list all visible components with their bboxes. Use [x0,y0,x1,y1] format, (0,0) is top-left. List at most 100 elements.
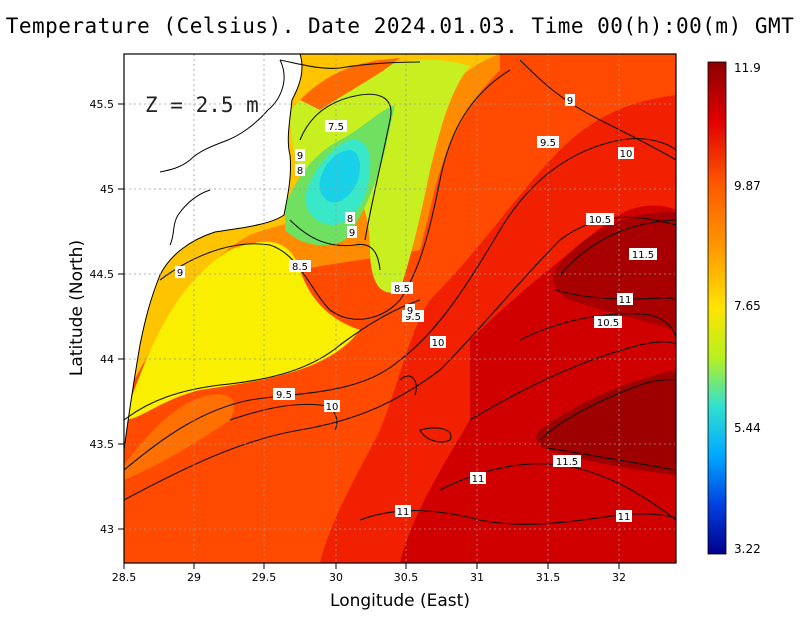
contour-line [299,93,392,241]
contour-label-bg [553,455,581,467]
contour-label-bg [273,388,295,400]
contour-label: 9 [175,266,185,279]
contour-label: 10.5 [594,316,622,329]
contour-label: 11.5 [629,248,657,261]
contour-line [124,299,421,421]
contour-labels: 7.588998.58.59.599.59.510101010.511.5111… [175,94,657,523]
hot-core-north [553,211,676,330]
y-tick-label: 44 [100,353,114,366]
contour-label-text: 11.5 [632,250,654,261]
contour-label: 9.5 [273,388,295,401]
contour-label-text: 7.5 [328,122,344,133]
map-grid [124,54,676,563]
land-border-line [169,189,211,246]
contour-label-text: 11 [397,507,410,518]
contour-line [229,403,338,431]
contour-label-text: 9 [567,96,573,107]
contour-label-bg [618,147,634,159]
contour-label: 10.5 [586,213,614,226]
contour-label-text: 9 [177,268,183,279]
contour-label-bg [295,164,305,176]
contour-label-text: 10 [432,338,445,349]
x-axis-label: Longitude (East) [330,591,470,611]
coastal-warm-strip [124,394,234,480]
x-tick-label: 31.5 [536,571,561,584]
y-axis-label: Latitude (North) [67,240,87,376]
contour-label-bg [430,336,446,348]
land-lake-outline [159,59,285,173]
contour-label-text: 11 [619,295,632,306]
colorbar: 11.9 9.87 7.65 5.44 3.22 [707,61,761,556]
land-area [124,54,303,451]
contour-label-text: 10 [326,402,339,413]
contour-label-bg [289,260,311,272]
x-tick-label: 29.5 [252,571,277,584]
contour-label-bg [586,213,614,225]
x-tick-label: 30.5 [394,571,419,584]
y-tick-label: 45 [100,183,114,196]
contour-label: 10 [618,147,634,160]
contour-label: 8 [345,212,355,225]
contour-line [469,341,676,421]
contour-line [519,313,676,341]
colorbar-label: 5.44 [734,421,761,435]
contour-label-bg [565,94,575,106]
contour-label-bg [391,282,413,294]
contour-label-bg [629,248,657,260]
x-tick-label: 32 [612,571,626,584]
contour-label-text: 10.5 [589,215,611,226]
contour-label-text: 9.5 [405,312,421,323]
colorbar-label: 7.65 [734,299,761,313]
coastal-strip-north [300,58,400,110]
x-tick-label: 29 [187,571,201,584]
contour-label-text: 10 [620,149,633,160]
y-tick-label: 43.5 [90,438,115,451]
contour-line [519,59,676,161]
contour-label-bg [617,293,633,305]
yellow-region [124,241,360,420]
contour-label-bg [470,472,486,484]
contour-line [559,219,676,276]
contour-line [289,219,381,271]
contour-line [539,379,676,441]
contour-label-bg [325,120,347,132]
contour-line [279,59,421,69]
plot-frame [123,53,677,564]
y-tick-label: 44.5 [90,268,115,281]
contour-label: 9 [405,304,415,317]
contour-label-text: 8 [347,214,353,225]
contour-label-bg [324,400,340,412]
contour-label: 11.5 [553,455,581,468]
y-axis: 45.5 45 44.5 44 43.5 43 [90,98,124,536]
contour-label-bg [616,510,632,522]
contour-label-bg [347,226,357,238]
contour-label: 11 [395,505,411,518]
x-tick-label: 30 [329,571,343,584]
x-tick-label: 31 [470,571,484,584]
map-title: Temperature (Celsius). Date 2024.01.03. … [5,14,795,38]
contour-label-text: 9 [297,151,303,162]
contour-label-bg [395,505,411,517]
contour-label-text: 8.5 [292,262,308,273]
contour-label: 9 [295,149,305,162]
contour-label-bg [295,149,305,161]
contour-label-text: 9 [407,306,413,317]
contour-label-text: 11.5 [556,457,578,468]
contour-label-bg [594,316,622,328]
contour-label-text: 9 [349,228,355,239]
contour-label-bg [405,304,415,316]
x-axis: 28.5 29 29.5 30 30.5 31 31.5 32 [112,563,626,584]
contour-label: 9.5 [537,136,559,149]
contour-line [399,375,417,396]
contour-label-text: 11 [472,474,485,485]
contour-label: 11 [616,510,632,523]
contour-line [359,510,676,525]
contour-label-text: 9.5 [276,390,292,401]
contour-label: 9 [347,226,357,239]
contour-label: 7.5 [325,120,347,133]
coastline [124,54,303,451]
contour-label-text: 8 [297,166,303,177]
contour-label: 11 [470,472,486,485]
contour-label-bg [345,212,355,224]
